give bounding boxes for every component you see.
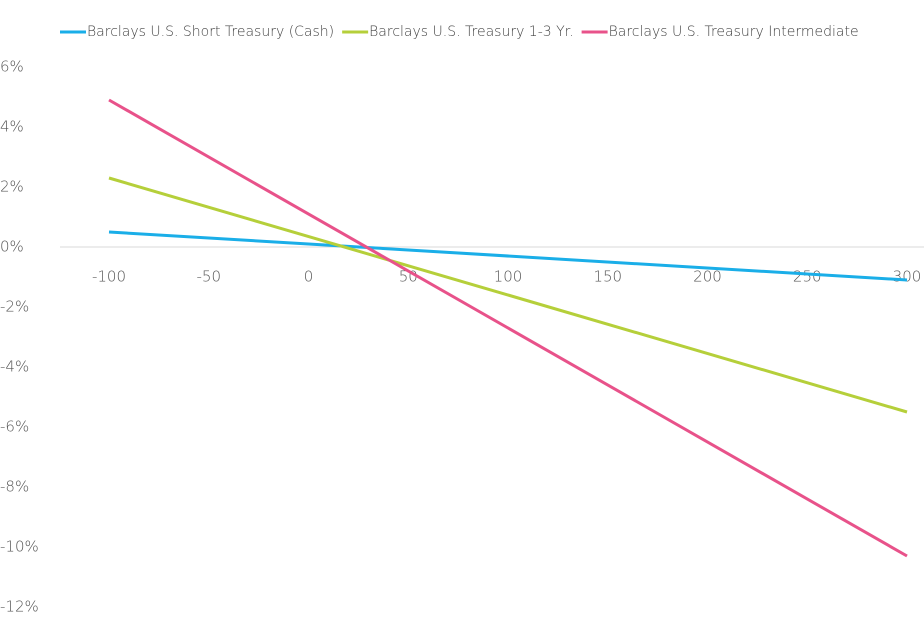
- series-line: [108, 98, 908, 558]
- x-tick-label: 300: [893, 268, 922, 286]
- x-tick-label: 250: [793, 268, 822, 286]
- x-tick-label: -100: [92, 268, 126, 286]
- x-tick-label: 0: [304, 268, 314, 286]
- y-tick-label: -10%: [0, 538, 39, 556]
- y-tick-label: 0%: [0, 238, 24, 256]
- y-tick-label: 2%: [0, 178, 24, 196]
- x-tick-label: 200: [693, 268, 722, 286]
- legend-label: Barclays U.S. Treasury 1-3 Yr.: [369, 24, 573, 40]
- x-tick-label: 50: [399, 268, 418, 286]
- y-tick-label: -2%: [0, 298, 29, 316]
- y-tick-label: 4%: [0, 118, 24, 136]
- series-line: [108, 176, 908, 414]
- x-tick-label: 150: [593, 268, 622, 286]
- y-tick-label: -4%: [0, 358, 29, 376]
- legend-label: Barclays U.S. Short Treasury (Cash): [87, 24, 334, 40]
- y-tick-label: -12%: [0, 598, 39, 616]
- series-line: [108, 230, 908, 282]
- x-tick-label: 100: [494, 268, 523, 286]
- y-tick-label: 6%: [0, 58, 24, 76]
- y-tick-label: -8%: [0, 478, 29, 496]
- legend-label: Barclays U.S. Treasury Intermediate: [609, 24, 859, 40]
- x-tick-label: -50: [197, 268, 222, 286]
- y-tick-label: -6%: [0, 418, 29, 436]
